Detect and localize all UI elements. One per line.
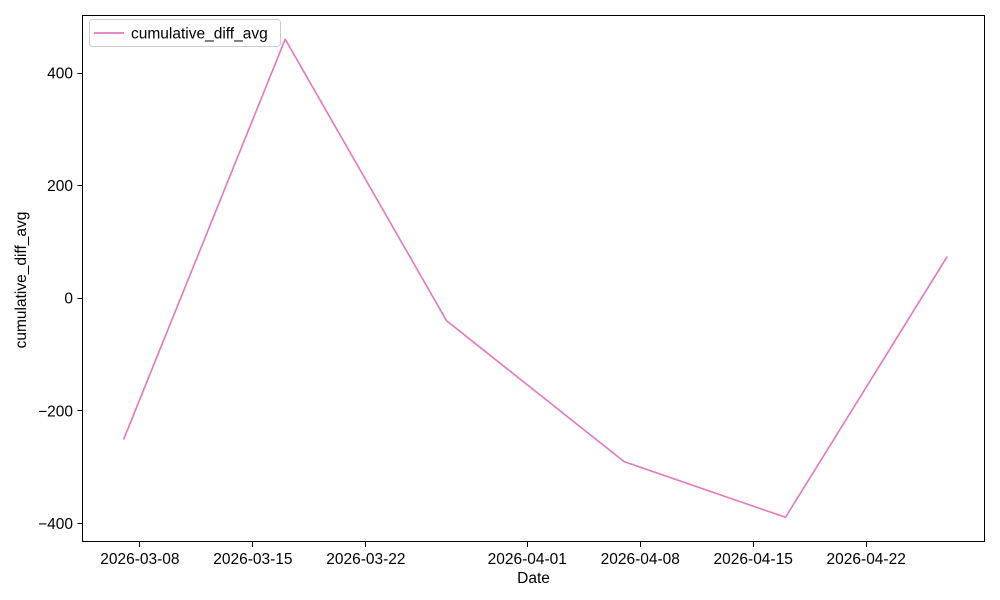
svg-text:2026-03-15: 2026-03-15 [213, 551, 292, 568]
svg-text:2026-04-15: 2026-04-15 [714, 551, 793, 568]
svg-text:Date: Date [517, 570, 550, 587]
svg-text:2026-04-08: 2026-04-08 [601, 551, 680, 568]
svg-text:−400: −400 [38, 516, 73, 533]
svg-text:2026-03-08: 2026-03-08 [100, 551, 179, 568]
svg-text:cumulative_diff_avg: cumulative_diff_avg [13, 212, 30, 349]
svg-text:400: 400 [47, 66, 73, 83]
svg-text:0: 0 [64, 291, 73, 308]
svg-text:2026-04-22: 2026-04-22 [827, 551, 906, 568]
svg-text:200: 200 [47, 178, 73, 195]
svg-text:−200: −200 [38, 403, 73, 420]
svg-text:2026-03-22: 2026-03-22 [326, 551, 405, 568]
svg-text:2026-04-01: 2026-04-01 [488, 551, 567, 568]
svg-text:cumulative_diff_avg: cumulative_diff_avg [131, 26, 268, 43]
